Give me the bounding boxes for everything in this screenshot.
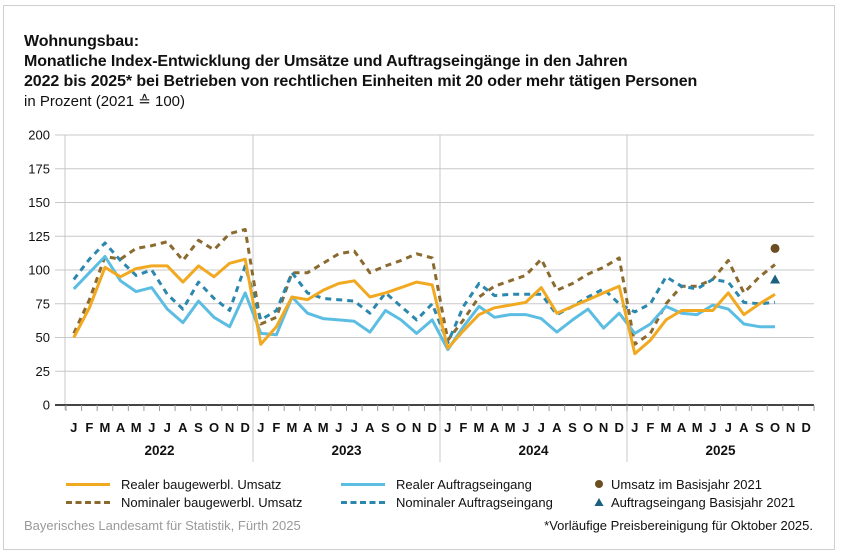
y-tick-label: 0 — [43, 398, 50, 413]
month-label: A — [178, 420, 188, 435]
month-label: S — [568, 420, 577, 435]
legend-label: Realer baugewerbl. Umsatz — [121, 476, 282, 492]
month-label: D — [802, 420, 811, 435]
series-line-nominal-umsatz — [72, 228, 776, 346]
month-label: N — [599, 420, 608, 435]
month-label: J — [709, 420, 716, 435]
month-label: N — [786, 420, 795, 435]
month-label: A — [739, 420, 749, 435]
y-axis-ticks: 0 25 50 75 100 125 150 175 200 — [28, 128, 50, 413]
year-label: 2025 — [705, 443, 736, 458]
month-label: J — [538, 420, 545, 435]
title-line-1: Wohnungsbau: — [24, 33, 139, 50]
year-label: 2023 — [331, 443, 362, 458]
y-tick-label: 50 — [36, 330, 50, 345]
title-line-2: Monatliche Index-Entwicklung der Umsätze… — [24, 53, 628, 70]
month-label: M — [505, 420, 516, 435]
circle-marker-icon — [593, 479, 605, 489]
y-tick-label: 125 — [28, 229, 50, 244]
legend-label: Nominaler Auftragseingang — [396, 494, 553, 510]
legend-label: Umsatz im Basisjahr 2021 — [611, 476, 762, 492]
base-year-markers — [770, 243, 781, 284]
month-label: M — [100, 420, 111, 435]
month-label: S — [194, 420, 203, 435]
legend-item-real-umsatz: Realer baugewerbl. Umsatz — [66, 475, 281, 493]
month-label: D — [615, 420, 624, 435]
month-label: M — [287, 420, 298, 435]
legend-swatch-real-umsatz — [66, 482, 110, 486]
legend-item-nominal-auftrag: Nominaler Auftragseingang — [341, 493, 553, 511]
y-tick-label: 175 — [28, 161, 50, 176]
legend-item-real-auftrag: Realer Auftragseingang — [341, 475, 532, 493]
footnote: *Vorläufige Preisbereinigung für Oktober… — [544, 518, 813, 533]
marker-auftrag-2021 — [770, 274, 781, 284]
triangle-marker-icon — [593, 497, 605, 507]
chart-frame — [3, 5, 835, 550]
month-label: A — [677, 420, 687, 435]
series-line-real-umsatz — [72, 257, 776, 356]
year-label: 2024 — [518, 443, 549, 458]
month-label: M — [474, 420, 485, 435]
legend-label: Nominaler baugewerbl. Umsatz — [121, 494, 303, 510]
legend-item-marker-auftrag: Auftragseingang Basisjahr 2021 — [593, 493, 795, 511]
month-label: M — [661, 420, 672, 435]
month-label: J — [444, 420, 451, 435]
year-label: 2022 — [144, 443, 174, 458]
title-line-3: 2022 bis 2025* bei Betrieben von rechtli… — [24, 73, 698, 90]
month-label: J — [257, 420, 264, 435]
series-lines — [72, 228, 776, 356]
month-label: S — [755, 420, 764, 435]
series-line-nominal-auftrag — [72, 241, 776, 345]
month-label: O — [770, 420, 780, 435]
month-label: F — [459, 420, 467, 435]
month-label: O — [396, 420, 406, 435]
month-label: J — [351, 420, 358, 435]
month-label: J — [725, 420, 732, 435]
month-label: A — [303, 420, 313, 435]
month-label: J — [148, 420, 155, 435]
month-label: A — [490, 420, 500, 435]
legend-label: Realer Auftragseingang — [396, 476, 532, 492]
month-label: J — [522, 420, 529, 435]
month-label: J — [164, 420, 171, 435]
legend-item-nominal-umsatz: Nominaler baugewerbl. Umsatz — [66, 493, 302, 511]
month-label: O — [209, 420, 219, 435]
month-label: F — [646, 420, 654, 435]
month-label: F — [272, 420, 280, 435]
legend-swatch-nominal-auftrag — [341, 500, 385, 504]
month-label: J — [631, 420, 638, 435]
y-tick-label: 150 — [28, 195, 50, 210]
y-tick-label: 25 — [36, 364, 50, 379]
legend-item-marker-umsatz: Umsatz im Basisjahr 2021 — [593, 475, 762, 493]
legend-swatch-nominal-umsatz — [66, 500, 110, 504]
month-label: M — [692, 420, 703, 435]
month-label: J — [70, 420, 77, 435]
month-label: F — [85, 420, 93, 435]
month-label: S — [381, 420, 390, 435]
chart-title: Wohnungsbau: Monatliche Index-Entwicklun… — [24, 32, 697, 92]
month-label: M — [131, 420, 142, 435]
marker-umsatz-2021 — [770, 243, 780, 253]
series-line-real-auftrag — [72, 255, 775, 352]
chart-subtitle: in Prozent (2021 ≙ 100) — [24, 93, 185, 110]
legend-label: Auftragseingang Basisjahr 2021 — [611, 494, 796, 510]
legend-swatch-real-auftrag — [341, 482, 385, 486]
y-tick-label: 75 — [36, 296, 50, 311]
month-label: O — [583, 420, 593, 435]
month-label: A — [365, 420, 375, 435]
month-label: N — [412, 420, 421, 435]
month-label: N — [225, 420, 234, 435]
month-label: A — [552, 420, 562, 435]
month-label: M — [318, 420, 329, 435]
source-note: Bayerisches Landesamt für Statistik, Für… — [24, 518, 301, 533]
month-label: A — [116, 420, 126, 435]
y-tick-label: 200 — [28, 128, 50, 143]
month-label: J — [335, 420, 342, 435]
y-tick-label: 100 — [28, 263, 50, 278]
month-label: D — [241, 420, 250, 435]
month-label: D — [428, 420, 437, 435]
